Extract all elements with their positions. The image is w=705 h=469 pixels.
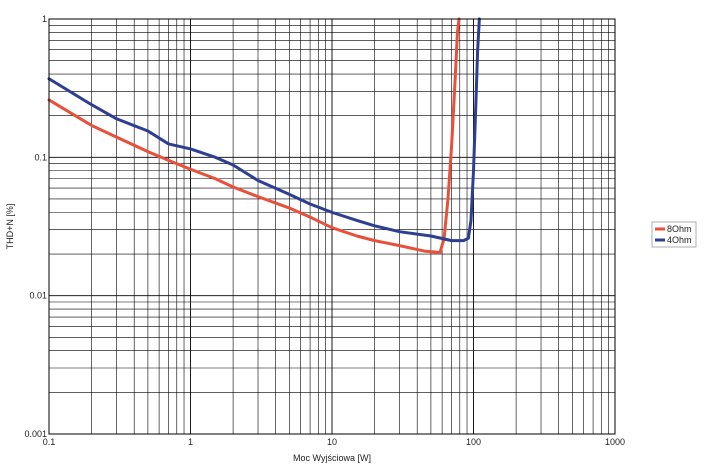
legend-box xyxy=(651,221,697,248)
y-tick-label: 0.001 xyxy=(24,429,47,439)
y-tick-label: 1 xyxy=(42,14,47,24)
legend-label-8ohm: 8Ohm xyxy=(667,224,692,234)
y-tick-label: 0.1 xyxy=(34,152,47,162)
plot-frame xyxy=(48,18,616,435)
x-tick-label: 0.1 xyxy=(43,437,56,447)
y-tick-label: 0.01 xyxy=(29,291,47,301)
y-axis-label: THD+N [%] xyxy=(5,204,15,250)
x-axis-label: Moc Wyjściowa [W] xyxy=(293,453,371,463)
x-tick-label: 1 xyxy=(188,437,193,447)
series-line-8ohm xyxy=(47,17,461,255)
series-lines xyxy=(47,17,481,255)
legend: 8Ohm 4Ohm xyxy=(651,221,697,248)
x-tick-label: 10 xyxy=(327,437,337,447)
x-tick-label: 1000 xyxy=(605,437,625,447)
x-tick-label: 100 xyxy=(466,437,481,447)
grid xyxy=(48,18,616,435)
legend-label-4ohm: 4Ohm xyxy=(667,235,692,245)
series-line-4ohm xyxy=(47,17,481,243)
tick-labels: 0.1 1 10 100 1000 1 0.1 0.01 0.001 xyxy=(24,14,625,447)
